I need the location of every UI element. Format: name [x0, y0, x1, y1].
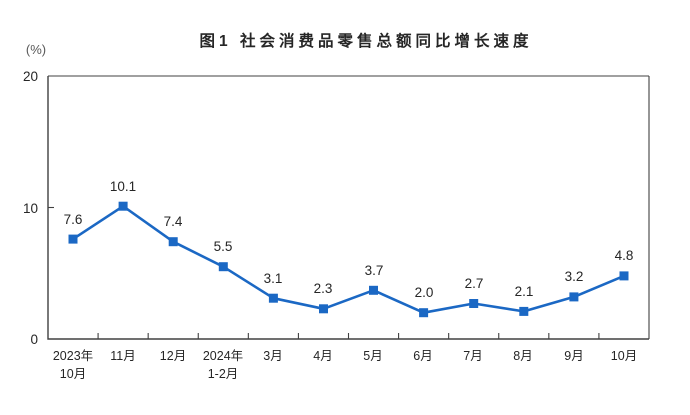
svg-text:5.5: 5.5: [214, 239, 233, 254]
svg-text:10月: 10月: [60, 367, 86, 381]
svg-text:11月: 11月: [110, 349, 135, 363]
svg-text:10.1: 10.1: [110, 179, 136, 194]
svg-text:5月: 5月: [363, 349, 382, 363]
svg-text:图1 社会消费品零售总额同比增长速度: 图1 社会消费品零售总额同比增长速度: [200, 31, 533, 50]
svg-text:2.0: 2.0: [415, 285, 434, 300]
svg-text:7月: 7月: [463, 349, 482, 363]
svg-text:3月: 3月: [263, 349, 282, 363]
svg-text:3.7: 3.7: [365, 263, 384, 278]
svg-text:2.1: 2.1: [515, 284, 534, 299]
svg-text:0: 0: [30, 332, 38, 347]
svg-text:2.7: 2.7: [465, 276, 484, 291]
svg-text:6月: 6月: [413, 349, 432, 363]
svg-text:4月: 4月: [313, 349, 332, 363]
svg-text:12月: 12月: [160, 349, 186, 363]
svg-text:7.6: 7.6: [64, 212, 83, 227]
svg-text:9月: 9月: [564, 349, 583, 363]
svg-text:10月: 10月: [611, 349, 637, 363]
svg-text:7.4: 7.4: [164, 214, 183, 229]
svg-text:3.2: 3.2: [565, 269, 584, 284]
svg-text:3.1: 3.1: [264, 271, 283, 286]
svg-text:20: 20: [23, 69, 38, 84]
svg-text:10: 10: [23, 201, 38, 216]
svg-text:1-2月: 1-2月: [208, 367, 239, 381]
svg-text:(%): (%): [26, 42, 46, 57]
svg-text:8月: 8月: [513, 349, 532, 363]
svg-text:4.8: 4.8: [615, 248, 634, 263]
svg-text:2.3: 2.3: [314, 281, 333, 296]
svg-text:2023年: 2023年: [53, 349, 93, 363]
svg-text:2024年: 2024年: [203, 349, 243, 363]
